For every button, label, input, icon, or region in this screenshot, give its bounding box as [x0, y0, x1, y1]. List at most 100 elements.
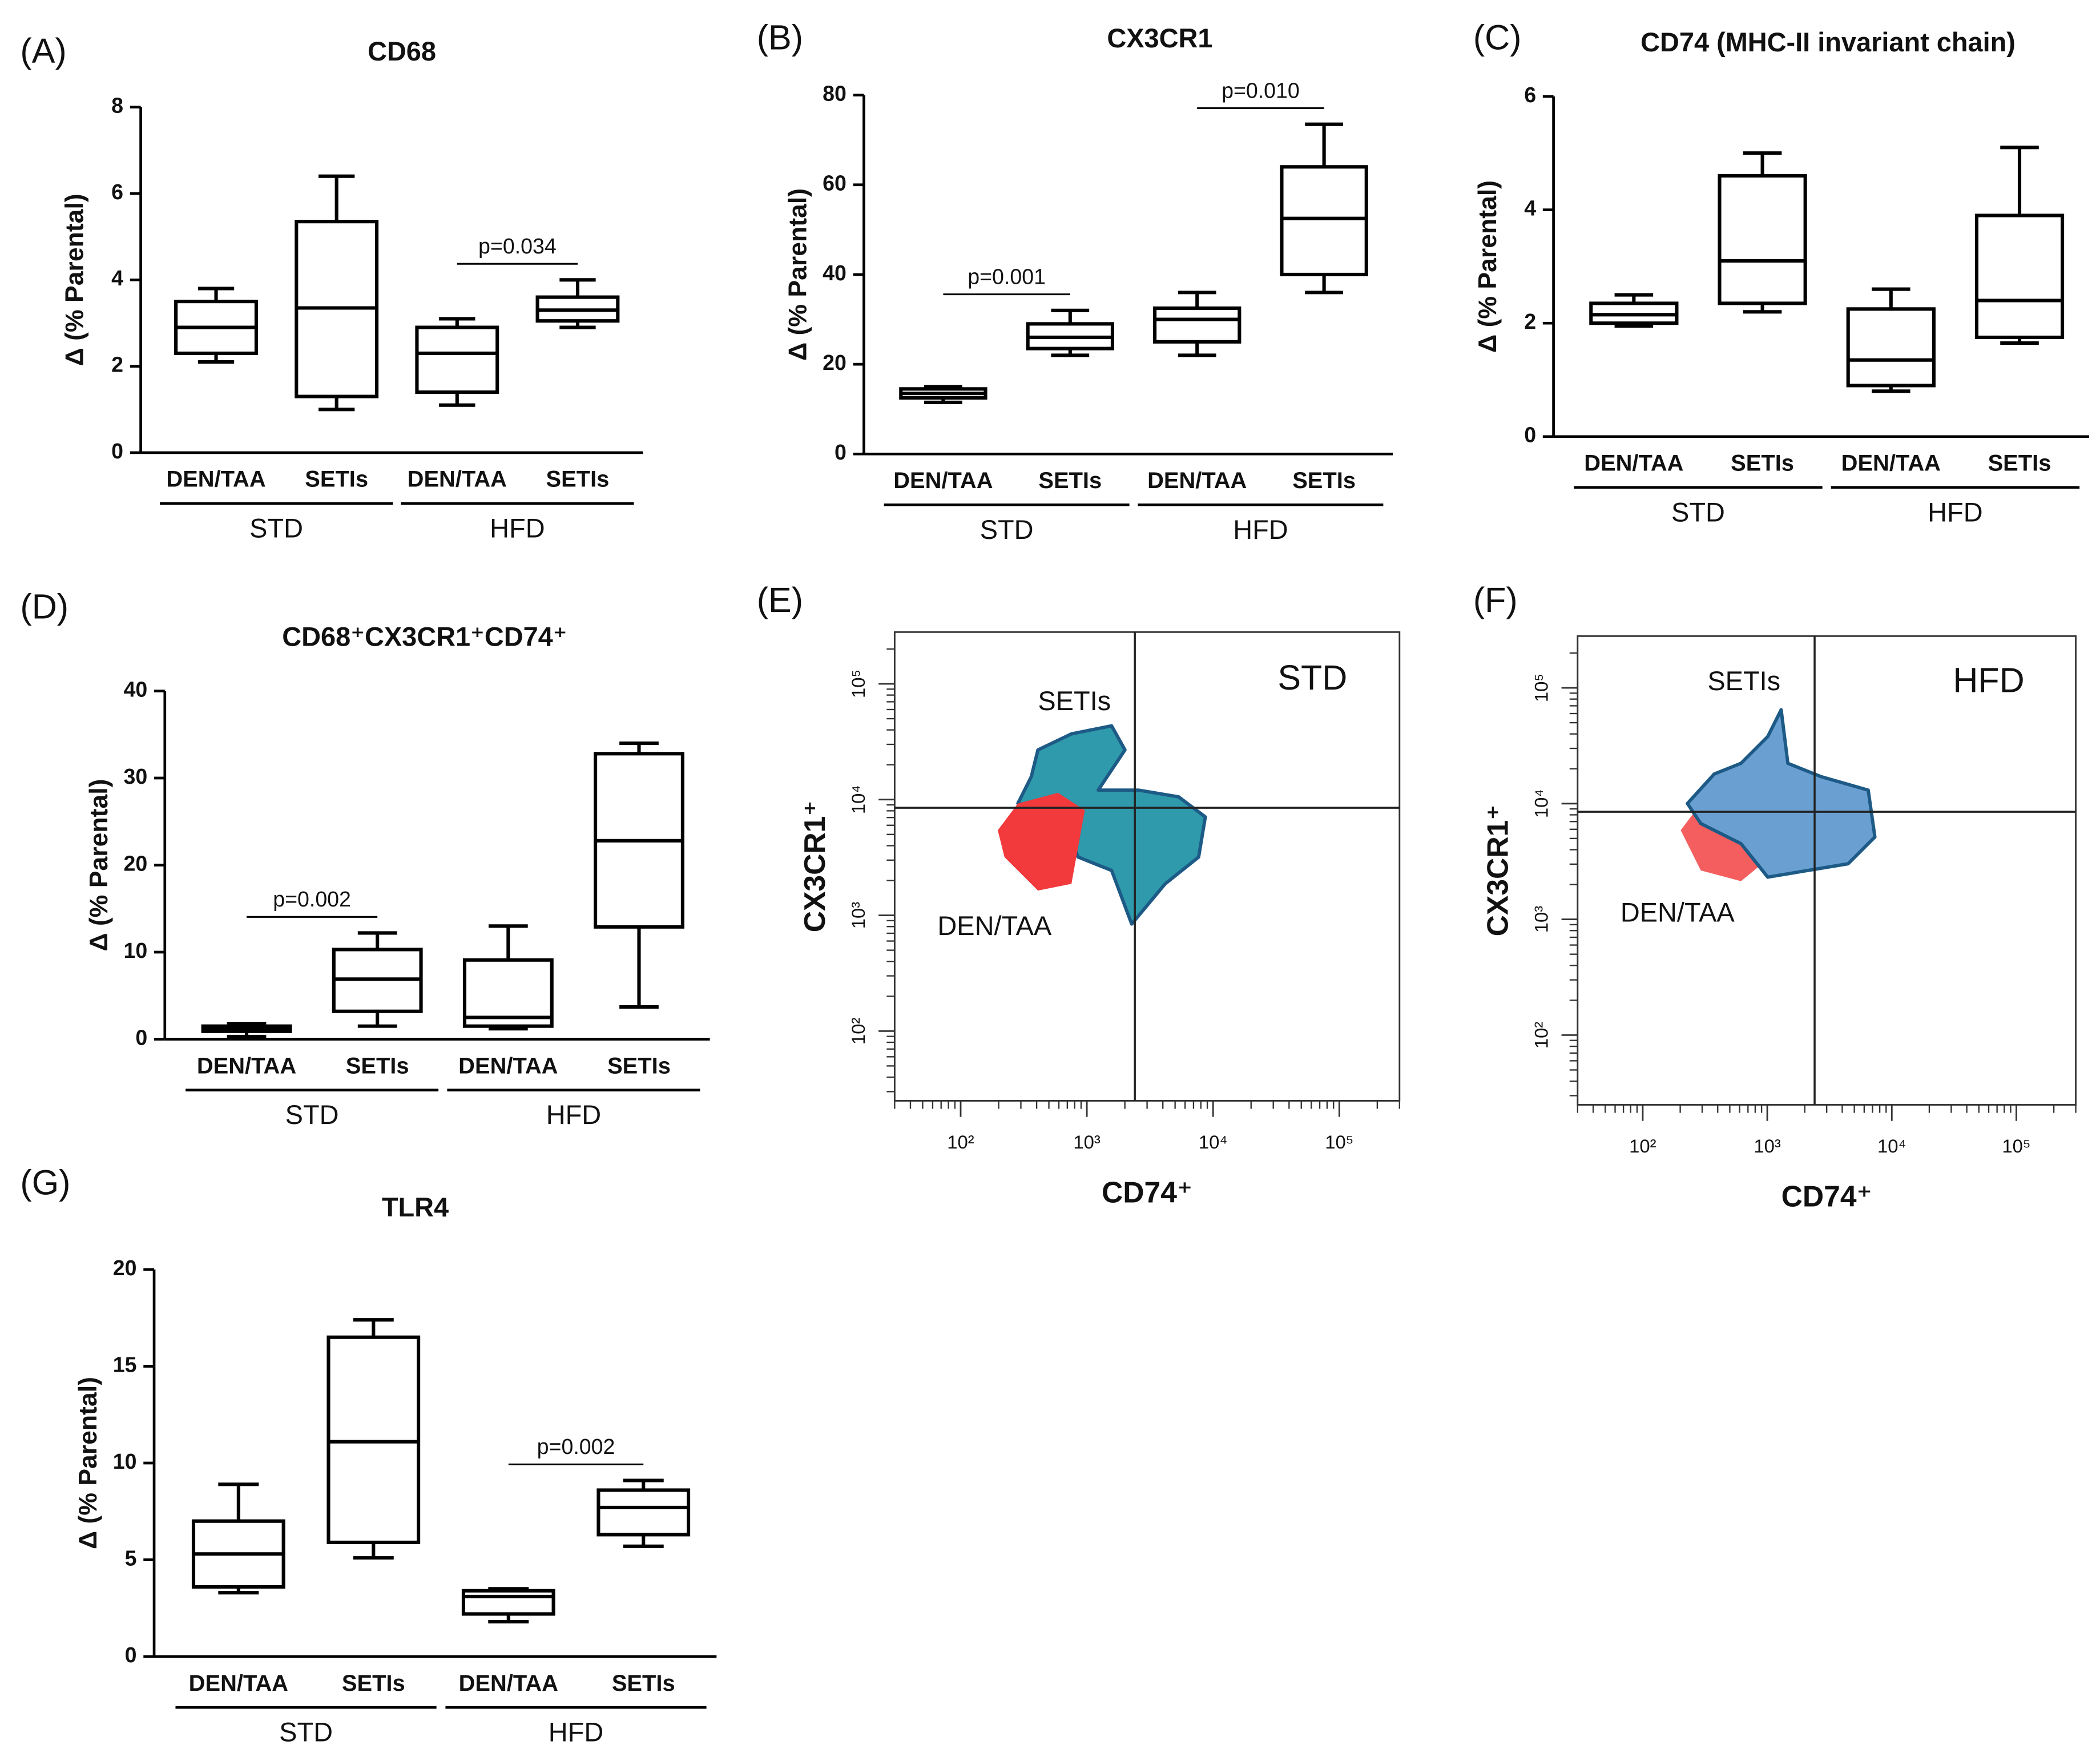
group-label: STD [1671, 497, 1725, 527]
x-tick-label: DEN/TAA [408, 467, 507, 492]
y-tick-label: 8 [111, 94, 123, 118]
panel-label: (C) [1473, 18, 1522, 57]
box [596, 1488, 691, 1537]
x-axis-label: CD74⁺ [1102, 1175, 1192, 1208]
box [1974, 213, 2065, 340]
population [998, 792, 1085, 891]
y-tick-label: 10 [124, 938, 148, 962]
x-tick-label: 10² [947, 1131, 974, 1152]
box [1153, 306, 1242, 344]
y-tick-label: 10⁵ [848, 670, 869, 698]
series-label: SETIs [1707, 666, 1780, 696]
x-tick-label: SETIs [1038, 468, 1102, 493]
y-tick-label: 0 [835, 440, 847, 464]
chart-title: TLR4 [382, 1192, 449, 1222]
x-tick-label: 10³ [1073, 1131, 1101, 1152]
box [327, 1335, 421, 1545]
x-tick-label: DEN/TAA [1841, 451, 1941, 476]
y-tick-label: 0 [125, 1643, 137, 1667]
group-label: HFD [1233, 515, 1288, 545]
x-tick-label: 10³ [1754, 1135, 1781, 1156]
box [1280, 165, 1368, 276]
x-tick-label: DEN/TAA [1147, 468, 1247, 493]
y-tick-label: 10² [848, 1018, 869, 1045]
p-value: p=0.002 [273, 887, 351, 911]
panel-label: (F) [1473, 581, 1518, 619]
quadrant-label: HFD [1953, 661, 2024, 700]
chart-title: CD68⁺CX3CR1⁺CD74⁺ [282, 622, 567, 651]
y-tick-label: 20 [823, 350, 847, 374]
x-tick-label: 10⁵ [2002, 1135, 2030, 1156]
y-tick-label: 10³ [1531, 906, 1552, 933]
y-tick-label: 80 [823, 81, 847, 105]
x-tick-label: SETIs [1292, 468, 1356, 493]
p-value: p=0.034 [478, 234, 557, 258]
x-tick-label: SETIs [546, 467, 610, 492]
y-axis-label: CX3CR1⁺ [1481, 804, 1514, 936]
quadrant-label: STD [1277, 658, 1347, 697]
group-label: HFD [1928, 497, 1982, 527]
population [1686, 708, 1877, 879]
box [462, 958, 554, 1028]
y-tick-label: 40 [124, 677, 148, 701]
y-axis-label: CX3CR1⁺ [798, 800, 831, 932]
y-axis-label: Δ (% Parental) [1474, 180, 1502, 353]
group-label: STD [285, 1100, 339, 1130]
x-tick-label: 10⁴ [1877, 1135, 1906, 1156]
box [1718, 174, 1807, 305]
y-axis-label: Δ (% Parental) [61, 194, 89, 366]
x-tick-label: SETIs [1988, 451, 2051, 476]
y-tick-label: 6 [1524, 83, 1536, 107]
x-tick-label: 10⁴ [1199, 1131, 1228, 1152]
y-tick-label: 10⁵ [1531, 674, 1552, 702]
panel-label: (D) [20, 587, 68, 626]
panel-label: (B) [757, 18, 803, 57]
p-value: p=0.002 [537, 1434, 615, 1458]
plot-frame [1577, 635, 2077, 1106]
x-tick-label: DEN/TAA [458, 1053, 558, 1078]
x-tick-label: SETIs [305, 467, 368, 492]
p-value: p=0.001 [968, 264, 1046, 288]
y-tick-label: 20 [113, 1256, 137, 1280]
y-tick-label: 4 [1524, 196, 1536, 220]
chart-title: CD74 (MHC-II invariant chain) [1641, 27, 2016, 57]
series-label: SETIs [1038, 686, 1111, 716]
chart-title: CD68 [368, 37, 436, 66]
x-tick-label: DEN/TAA [197, 1053, 296, 1078]
group-label: STD [279, 1717, 333, 1747]
x-tick-label: SETIs [1731, 451, 1794, 476]
y-tick-label: 15 [113, 1352, 137, 1376]
box [415, 325, 499, 394]
x-tick-label: DEN/TAA [459, 1671, 558, 1696]
chart-title: CX3CR1 [1107, 23, 1212, 53]
group-label: HFD [546, 1100, 601, 1130]
group-label: HFD [549, 1717, 603, 1747]
x-tick-label: 10⁵ [1325, 1131, 1353, 1152]
y-axis-label: Δ (% Parental) [784, 188, 812, 361]
series-label: DEN/TAA [937, 911, 1052, 941]
x-tick-label: SETIs [612, 1671, 675, 1696]
y-axis-label: Δ (% Parental) [74, 1377, 102, 1549]
y-tick-label: 10⁴ [1531, 789, 1552, 818]
x-tick-label: DEN/TAA [166, 467, 265, 492]
y-tick-label: 20 [124, 851, 148, 875]
group-label: HFD [490, 513, 545, 543]
y-tick-label: 0 [111, 439, 123, 463]
series-label: DEN/TAA [1621, 898, 1735, 928]
x-tick-label: SETIs [346, 1053, 409, 1078]
p-value: p=0.010 [1222, 78, 1300, 102]
y-tick-label: 4 [111, 266, 123, 290]
y-tick-label: 10² [1531, 1022, 1552, 1049]
y-tick-label: 6 [111, 180, 123, 204]
y-tick-label: 2 [1524, 309, 1536, 333]
y-tick-label: 10³ [848, 902, 869, 929]
y-tick-label: 5 [125, 1546, 137, 1570]
box [461, 1589, 555, 1616]
panel-label: (G) [20, 1163, 70, 1202]
y-tick-label: 30 [124, 764, 148, 788]
group-label: STD [980, 515, 1034, 545]
y-tick-label: 10⁴ [848, 785, 869, 814]
panel-label: (E) [757, 581, 803, 619]
y-axis-label: Δ (% Parental) [85, 779, 113, 952]
